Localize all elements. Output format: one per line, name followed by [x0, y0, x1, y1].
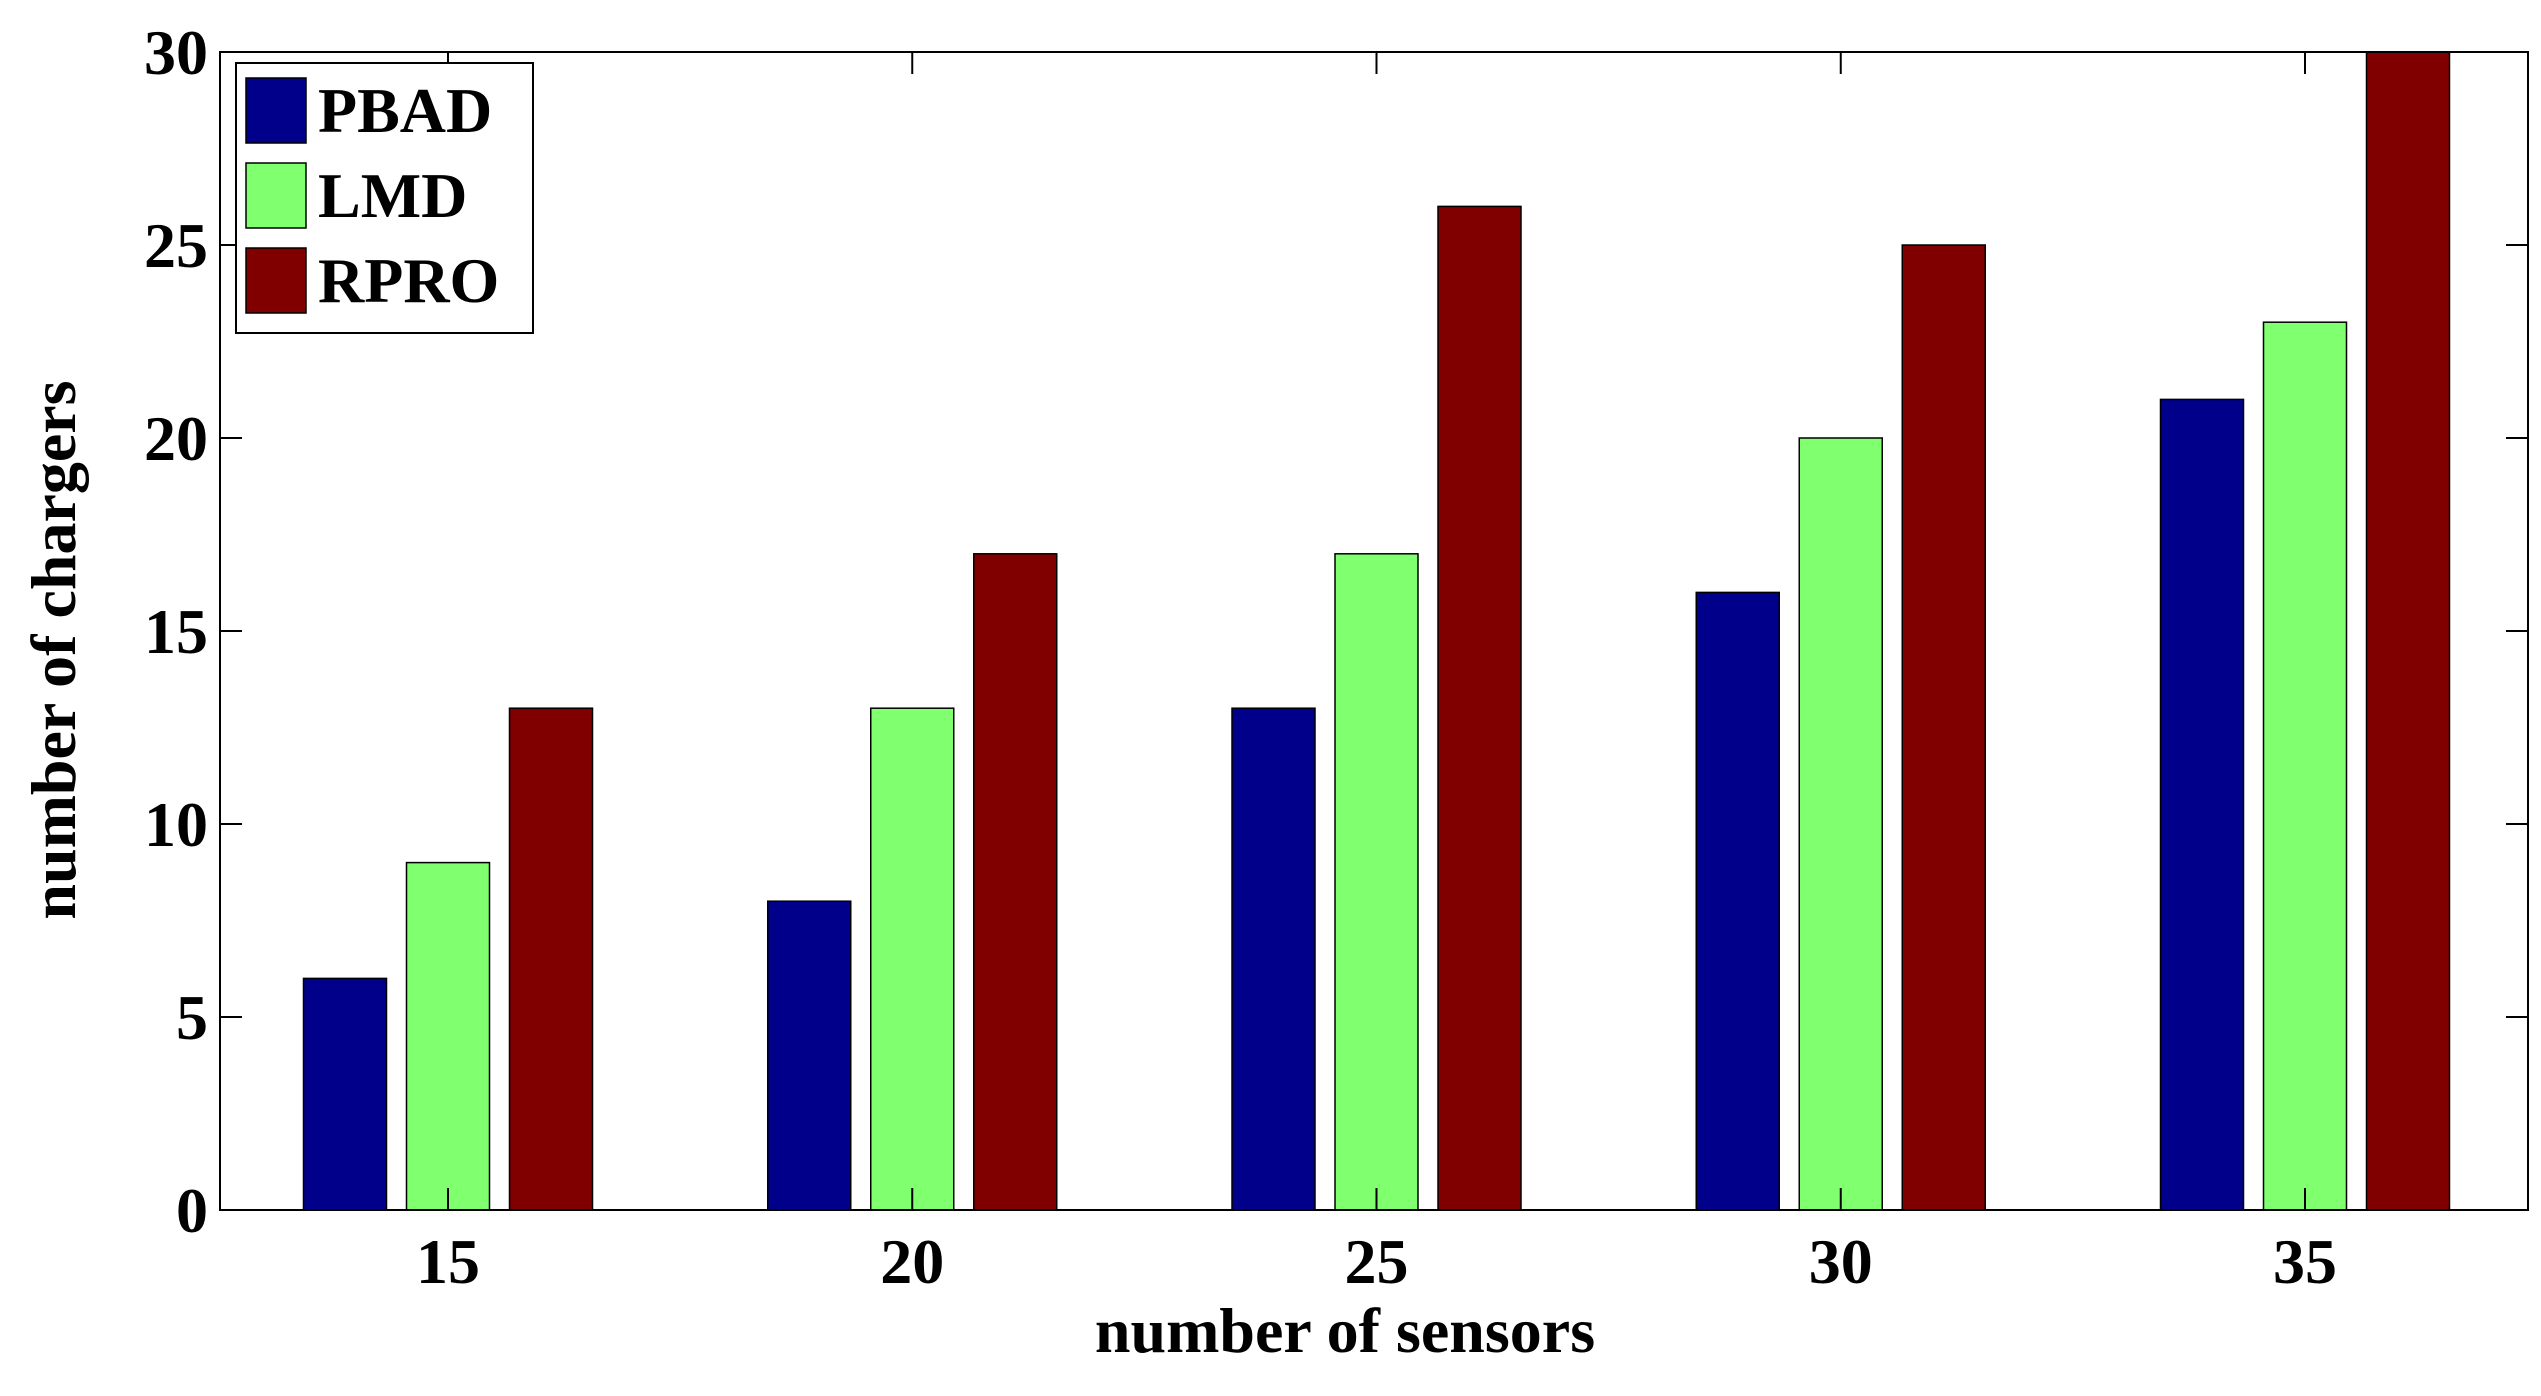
x-tick-label: 35 — [2273, 1226, 2337, 1297]
bar-rpro-20 — [973, 553, 1058, 1211]
bar-pbad-35 — [2159, 398, 2245, 1211]
y-tick-label: 25 — [144, 210, 208, 281]
bar-pbad-25 — [1231, 707, 1316, 1211]
bar-rpro-25 — [1437, 205, 1522, 1211]
y-tick-label: 5 — [176, 982, 208, 1053]
bar-rpro-15 — [508, 707, 594, 1211]
legend: PBAD LMD RPRO — [235, 62, 534, 334]
bar-lmd-15 — [405, 861, 491, 1211]
bars-layer — [302, 51, 2451, 1211]
x-axis-label: number of sensors — [1095, 1295, 1595, 1366]
legend-label-lmd: LMD — [318, 160, 467, 231]
legend-swatch-rpro — [245, 247, 307, 314]
legend-swatch-pbad — [245, 77, 307, 144]
bar-rpro-35 — [2365, 51, 2451, 1211]
bar-lmd-25 — [1334, 553, 1419, 1211]
y-axis-label: number of chargers — [18, 380, 89, 919]
legend-label-pbad: PBAD — [318, 75, 492, 146]
bar-rpro-30 — [1901, 244, 1986, 1211]
y-tick-label: 30 — [144, 17, 208, 88]
ticks-layer: 0 5 10 15 20 25 30 15 20 25 30 35 — [144, 17, 2528, 1297]
bar-pbad-15 — [302, 977, 388, 1211]
legend-swatch-lmd — [245, 162, 307, 229]
x-tick-label: 20 — [880, 1226, 944, 1297]
x-tick-label: 30 — [1809, 1226, 1873, 1297]
bar-pbad-20 — [767, 900, 852, 1211]
bar-lmd-35 — [2262, 321, 2348, 1211]
bar-lmd-30 — [1798, 437, 1883, 1211]
y-tick-label: 20 — [144, 403, 208, 474]
x-tick-label: 25 — [1345, 1226, 1409, 1297]
bar-pbad-30 — [1695, 591, 1780, 1211]
bar-lmd-20 — [870, 707, 955, 1211]
y-tick-label: 15 — [144, 596, 208, 667]
legend-label-rpro: RPRO — [318, 245, 499, 316]
y-tick-label: 10 — [144, 789, 208, 860]
y-tick-label: 0 — [176, 1175, 208, 1246]
x-tick-label: 15 — [416, 1226, 480, 1297]
